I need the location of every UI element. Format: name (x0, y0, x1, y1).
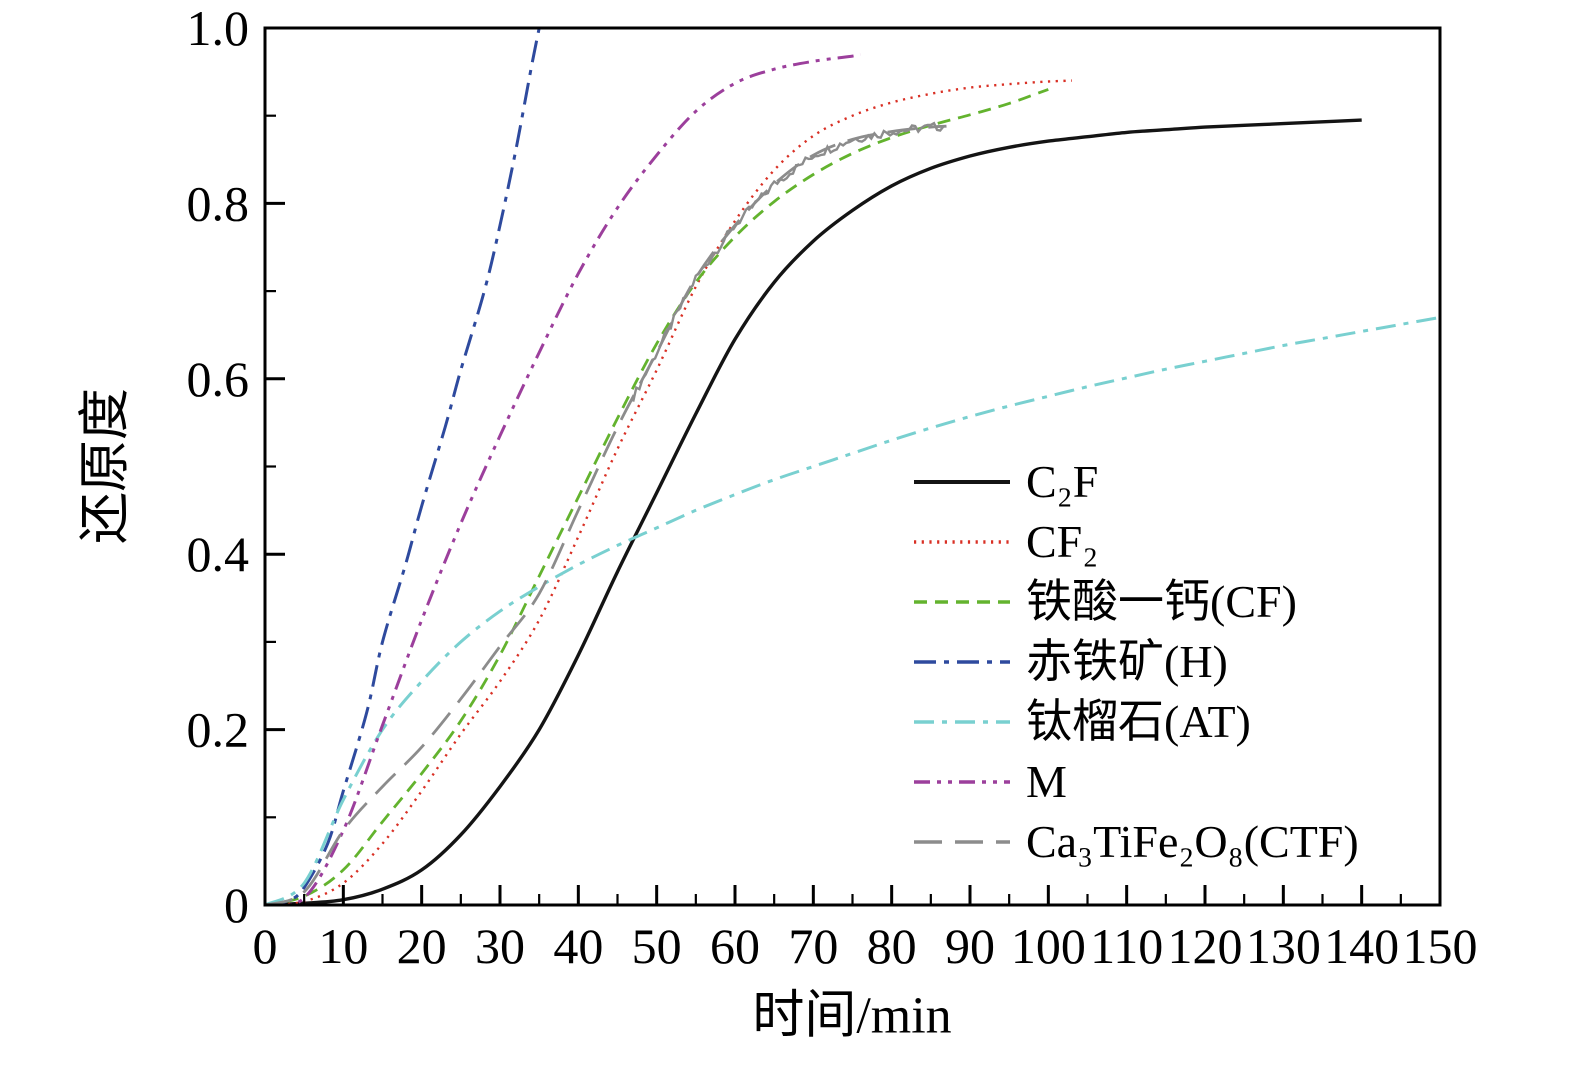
legend-line-sample (914, 720, 1010, 724)
y-axis-title: 还原度 (77, 387, 135, 545)
y-tick-label: 0.8 (187, 175, 250, 231)
legend-item-m: M (912, 752, 1359, 812)
y-tick-label: 0.2 (187, 702, 250, 758)
legend-label: CF₂ (1026, 516, 1099, 567)
x-tick-label: 120 (1168, 918, 1243, 974)
legend-label: 赤铁矿(H) (1026, 636, 1228, 687)
legend-label: Ca₃TiFe₂O₈(CTF) (1026, 816, 1359, 867)
series-M-line (265, 52, 861, 906)
legend-item-at: 钛榴石(AT) (912, 692, 1359, 752)
x-tick-label: 70 (788, 918, 838, 974)
x-tick-label: 90 (945, 918, 995, 974)
series-CTF-line (265, 124, 947, 906)
x-tick-label: 60 (710, 918, 760, 974)
legend-label: 钛榴石(AT) (1026, 696, 1251, 747)
y-tick-label: 0.4 (187, 526, 250, 582)
legend-label: M (1026, 756, 1067, 807)
legend-line-sample (914, 840, 1010, 844)
x-tick-label: 150 (1403, 918, 1478, 974)
x-tick-label: 40 (553, 918, 603, 974)
x-tick-label: 80 (867, 918, 917, 974)
legend-item-c2f: C₂F (912, 452, 1359, 512)
legend: C₂F CF₂ 铁酸一钙(CF) 赤铁矿(H) 钛榴石(AT) M Ca₃TiF… (912, 452, 1359, 872)
x-tick-label: 50 (632, 918, 682, 974)
plot-curves (265, 27, 1440, 906)
legend-item-cf2: CF₂ (912, 512, 1359, 572)
series-C2F-line (265, 118, 1362, 906)
legend-line-sample (914, 780, 1010, 784)
legend-item-h: 赤铁矿(H) (912, 632, 1359, 692)
legend-item-ctf: Ca₃TiFe₂O₈(CTF) (912, 812, 1359, 872)
legend-line-sample (914, 480, 1010, 484)
y-tick-label: 0 (224, 877, 249, 933)
legend-label: 铁酸一钙(CF) (1026, 576, 1297, 627)
x-tick-label: 20 (397, 918, 447, 974)
y-tick-label: 0.6 (187, 351, 250, 407)
x-tick-label: 130 (1246, 918, 1321, 974)
series-CF-line (265, 88, 1049, 906)
series-CTF-noise-trace (632, 121, 945, 402)
x-tick-label: 100 (1011, 918, 1086, 974)
x-axis-title: 时间/min (752, 987, 952, 1045)
series-H-line (265, 27, 541, 906)
x-tick-label: 110 (1090, 918, 1163, 974)
series-AT-line (265, 315, 1440, 906)
x-tick-label: 0 (253, 918, 278, 974)
legend-item-cf: 铁酸一钙(CF) (912, 572, 1359, 632)
legend-line-sample (914, 660, 1010, 664)
x-tick-label: 10 (318, 918, 368, 974)
y-tick-label: 1.0 (187, 0, 250, 56)
x-tick-label: 140 (1324, 918, 1399, 974)
x-tick-label: 30 (475, 918, 525, 974)
legend-line-sample (914, 600, 1010, 604)
legend-label: C₂F (1026, 456, 1099, 507)
legend-line-sample (914, 540, 1010, 544)
